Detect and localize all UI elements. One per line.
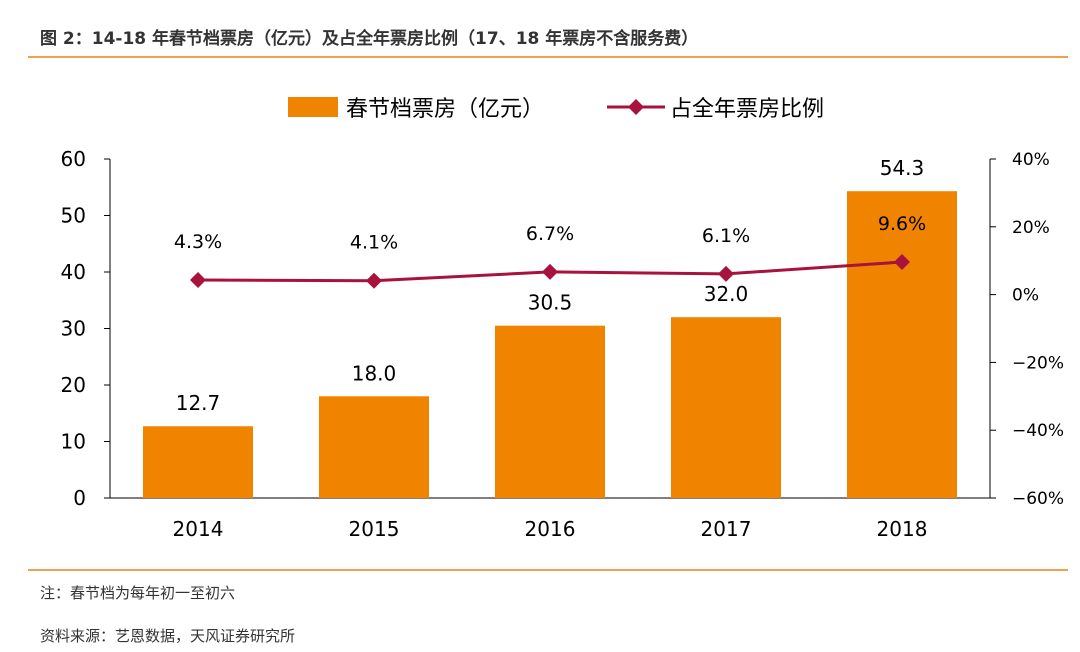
chart-note: 注：春节档为每年初一至初六 (40, 584, 236, 602)
x-tick-label: 2016 (525, 517, 576, 541)
bar-label: 32.0 (704, 282, 749, 306)
x-tick-label: 2018 (877, 517, 928, 541)
x-tick-label: 2014 (173, 517, 224, 541)
bar-label: 54.3 (880, 156, 925, 180)
bar-label: 12.7 (176, 391, 221, 415)
left-tick-label: 30 (61, 317, 86, 341)
legend-bar-swatch (288, 97, 338, 117)
left-tick-label: 50 (61, 204, 86, 228)
bar (143, 426, 253, 498)
line-marker (718, 265, 734, 282)
line-label: 6.7% (526, 223, 574, 245)
chart: 0 10 20 30 40 50 60 −60% −40% −20% 0% 20% 40% 2014 201… (61, 97, 1064, 541)
left-tick-label: 40 (61, 260, 86, 284)
line-marker (542, 263, 558, 280)
bar (319, 396, 429, 498)
left-tick-label: 10 (61, 430, 86, 454)
line-marker (190, 272, 206, 289)
right-tick-label: 0% (1012, 286, 1039, 306)
left-tick-label: 60 (61, 147, 86, 171)
chart-source: 资料来源：艺恩数据，天风证券研究所 (40, 627, 296, 645)
right-tick-label: 20% (1012, 218, 1050, 238)
line-label: 6.1% (702, 225, 750, 247)
bar-label: 18.0 (352, 361, 397, 385)
left-tick-label: 20 (61, 373, 86, 397)
line-marker (894, 254, 910, 271)
top-divider (28, 56, 1068, 58)
line-label: 4.1% (350, 232, 398, 254)
bar (847, 191, 957, 498)
chart-title: 图 2：14-18 年春节档票房（亿元）及占全年票房比例（17、18 年票房不含… (40, 29, 699, 49)
line-label: 4.3% (174, 231, 222, 253)
legend-bar-label: 春节档票房（亿元） (346, 97, 544, 122)
right-tick-label: −20% (1012, 353, 1064, 373)
x-tick-label: 2017 (701, 517, 752, 541)
right-tick-label: −40% (1012, 421, 1064, 441)
right-tick-label: −60% (1012, 489, 1064, 509)
legend-line-marker (628, 99, 644, 115)
legend-line-label: 占全年票房比例 (670, 97, 824, 122)
bar-label: 30.5 (528, 291, 573, 315)
line-marker (366, 272, 382, 289)
x-tick-label: 2015 (349, 517, 400, 541)
line-label: 9.6% (878, 213, 926, 235)
bar (495, 325, 605, 498)
bar (671, 317, 781, 498)
right-tick-label: 40% (1012, 150, 1050, 170)
left-tick-label: 0 (73, 486, 86, 510)
bottom-divider (28, 569, 1068, 571)
